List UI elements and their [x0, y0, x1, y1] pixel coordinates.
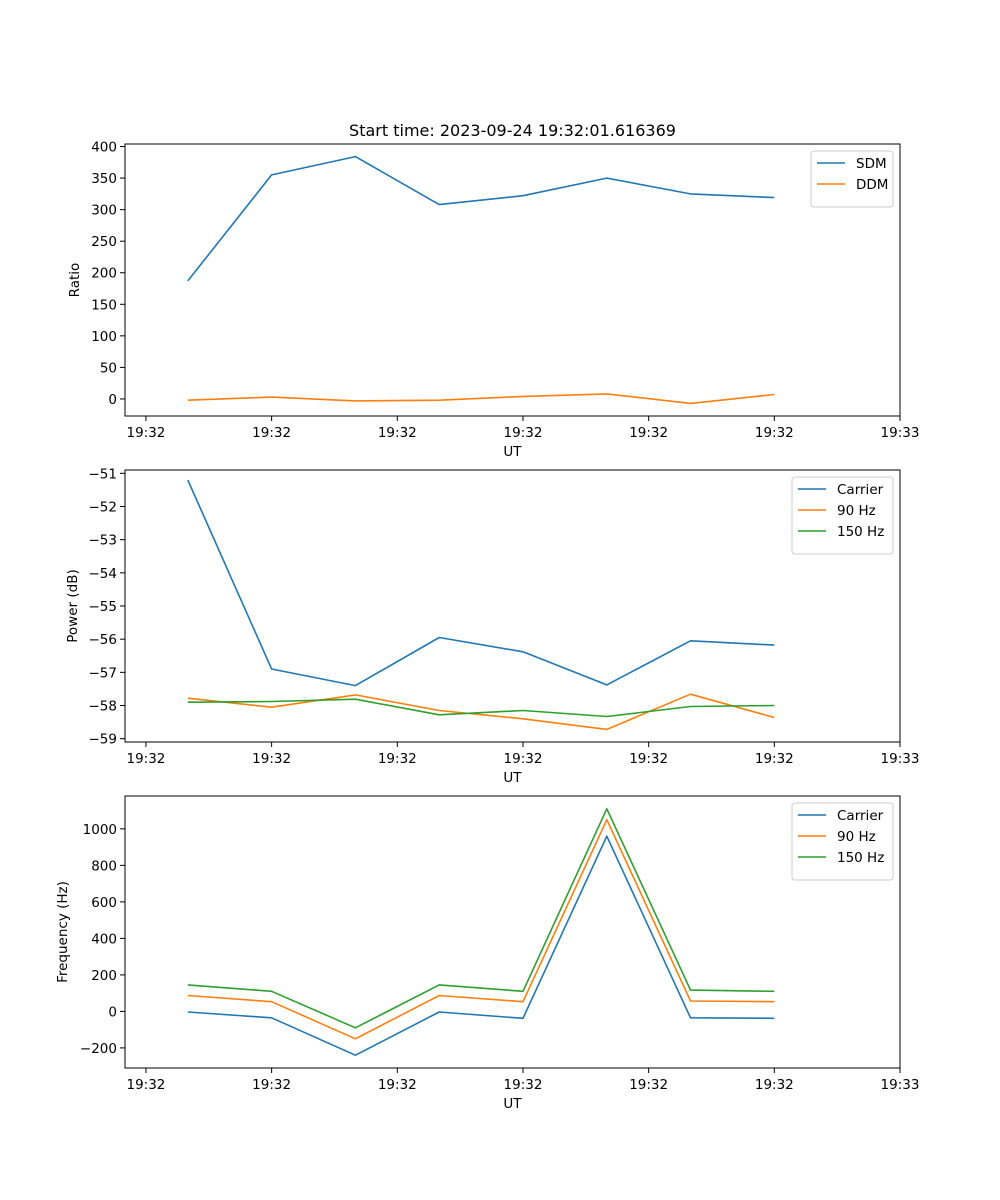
y-tick-label: −56: [89, 632, 118, 648]
x-tick-label: 19:32: [252, 425, 291, 441]
x-axis-label: UT: [503, 770, 522, 786]
x-tick-label: 19:32: [126, 1077, 165, 1093]
x-tick-label: 19:33: [881, 751, 920, 767]
axes-frame: [124, 795, 901, 1069]
x-tick-label: 19:33: [881, 1077, 920, 1093]
legend-label: 150 Hz: [837, 850, 884, 866]
legend-label: Carrier: [837, 808, 884, 824]
x-tick-label: 19:32: [378, 425, 417, 441]
legend-label: 90 Hz: [837, 829, 876, 845]
series-line-sdm: [187, 155, 775, 282]
x-tick-label: 19:32: [504, 1077, 543, 1093]
power-panel: 19:32 19:32 19:32 19:32 19:32 19:32 19:33 −51 −5…: [65, 466, 919, 786]
legend-label: 150 Hz: [837, 524, 884, 540]
y-tick-label: 400: [91, 140, 117, 156]
y-tick-label: 800: [91, 858, 117, 874]
legend-box: [810, 150, 894, 208]
y-tick-label: −57: [89, 665, 118, 681]
y-axis-label: Ratio: [67, 263, 83, 298]
y-tick-label: 200: [91, 968, 117, 984]
y-tick-label: 100: [91, 329, 117, 345]
x-tick-label: 19:32: [629, 1077, 668, 1093]
y-tick-label: −52: [89, 499, 118, 515]
y-tick-label: −55: [89, 599, 118, 615]
y-tick-label: −51: [89, 466, 118, 482]
y-tick-label: 150: [91, 297, 117, 313]
y-tick-label: 0: [108, 1004, 117, 1020]
y-tick-label: 1000: [83, 822, 117, 838]
y-tick-label: −200: [80, 1041, 117, 1057]
legend: Carrier 90 Hz 150 Hz: [791, 802, 894, 881]
frequency-panel: 19:32 19:32 19:32 19:32 19:32 19:32 19:33 −200 0…: [55, 795, 920, 1112]
y-tick-label: 600: [91, 895, 117, 911]
series-line-ddm: [187, 393, 775, 405]
x-tick-label: 19:32: [126, 751, 165, 767]
y-tick-label: 200: [91, 266, 117, 282]
y-tick-label: 300: [91, 203, 117, 219]
x-tick-label: 19:32: [629, 425, 668, 441]
y-tick-label: 250: [91, 234, 117, 250]
axes-frame: [124, 469, 901, 743]
x-tick-label: 19:32: [252, 751, 291, 767]
y-tick-label: −59: [89, 732, 118, 748]
series-line-carrier: [187, 835, 775, 1056]
legend: SDM DDM: [810, 150, 894, 208]
ratio-panel: 19:32 19:32 19:32 19:32 19:32 19:32 19:33 0 50 10…: [67, 121, 919, 460]
x-tick-label: 19:32: [629, 751, 668, 767]
series-line-90-hz: [187, 693, 775, 731]
x-tick-label: 19:33: [881, 425, 920, 441]
y-axis-label: Power (dB): [65, 569, 81, 642]
x-tick-label: 19:32: [378, 751, 417, 767]
legend-box: [791, 476, 894, 555]
legend-label: SDM: [856, 156, 887, 172]
x-tick-label: 19:32: [755, 1077, 794, 1093]
x-tick-label: 19:32: [504, 425, 543, 441]
x-axis-label: UT: [503, 1096, 522, 1112]
axes-frame: [124, 143, 901, 417]
y-tick-label: 0: [108, 392, 117, 408]
legend: Carrier 90 Hz 150 Hz: [791, 476, 894, 555]
y-tick-label: −58: [89, 699, 118, 715]
x-tick-label: 19:32: [126, 425, 165, 441]
x-tick-label: 19:32: [378, 1077, 417, 1093]
y-tick-label: 400: [91, 931, 117, 947]
series-line-carrier: [187, 479, 775, 687]
y-tick-label: −53: [89, 533, 118, 549]
series-line-90-hz: [187, 818, 775, 1040]
legend-label: 90 Hz: [837, 503, 876, 519]
chart-title: Start time: 2023-09-24 19:32:01.616369: [349, 121, 676, 140]
x-axis-label: UT: [503, 444, 522, 460]
x-tick-label: 19:32: [755, 425, 794, 441]
x-tick-label: 19:32: [755, 751, 794, 767]
x-tick-label: 19:32: [252, 1077, 291, 1093]
x-tick-label: 19:32: [504, 751, 543, 767]
legend-label: Carrier: [837, 482, 884, 498]
series-line-150-hz: [187, 807, 775, 1029]
y-tick-label: 350: [91, 171, 117, 187]
y-axis-label: Frequency (Hz): [55, 881, 71, 983]
series-line-150-hz: [187, 698, 775, 718]
y-tick-label: −54: [89, 566, 118, 582]
legend-box: [791, 802, 894, 881]
legend-label: DDM: [856, 177, 888, 193]
y-tick-label: 50: [100, 360, 117, 376]
